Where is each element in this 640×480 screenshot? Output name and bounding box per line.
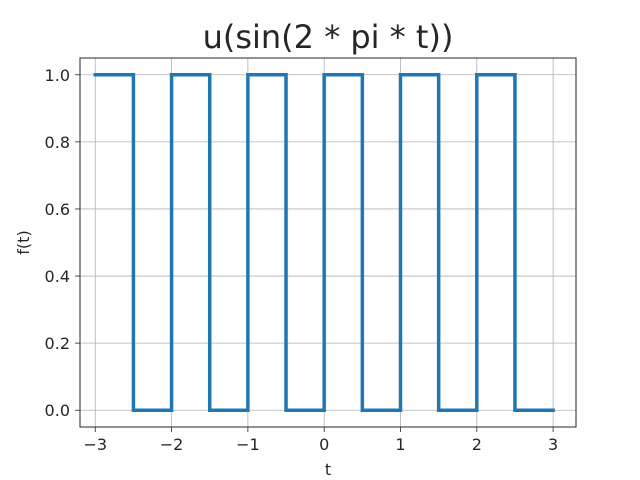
x-tick-label: 2 [472, 435, 482, 454]
y-tick-label: 0.8 [45, 133, 70, 152]
y-tick-label: 0.4 [45, 267, 70, 286]
axes-frame [79, 57, 577, 428]
chart-title: u(sin(2 * pi * t)) [203, 18, 454, 56]
y-tick-label: 0.6 [45, 200, 70, 219]
x-tick-label: 0 [319, 435, 329, 454]
x-axis-label: t [325, 460, 331, 479]
y-tick-label: 0.0 [45, 401, 70, 420]
y-tick-label: 1.0 [45, 66, 70, 85]
y-tick-label: 0.2 [45, 334, 70, 353]
x-tick-label: −1 [236, 435, 260, 454]
x-tick-label: −2 [160, 435, 184, 454]
x-axis-ticks: −3 −2 −1 0 1 2 3 [83, 427, 558, 454]
x-tick-label: 3 [548, 435, 558, 454]
x-tick-label: 1 [395, 435, 405, 454]
series-line [93, 73, 555, 412]
series-layer [93, 73, 555, 412]
y-axis-label: f(t) [14, 230, 33, 254]
x-tick-label: −3 [83, 435, 107, 454]
grid [80, 58, 576, 427]
y-axis-ticks: 0.0 0.2 0.4 0.6 0.8 1.0 [45, 66, 80, 420]
